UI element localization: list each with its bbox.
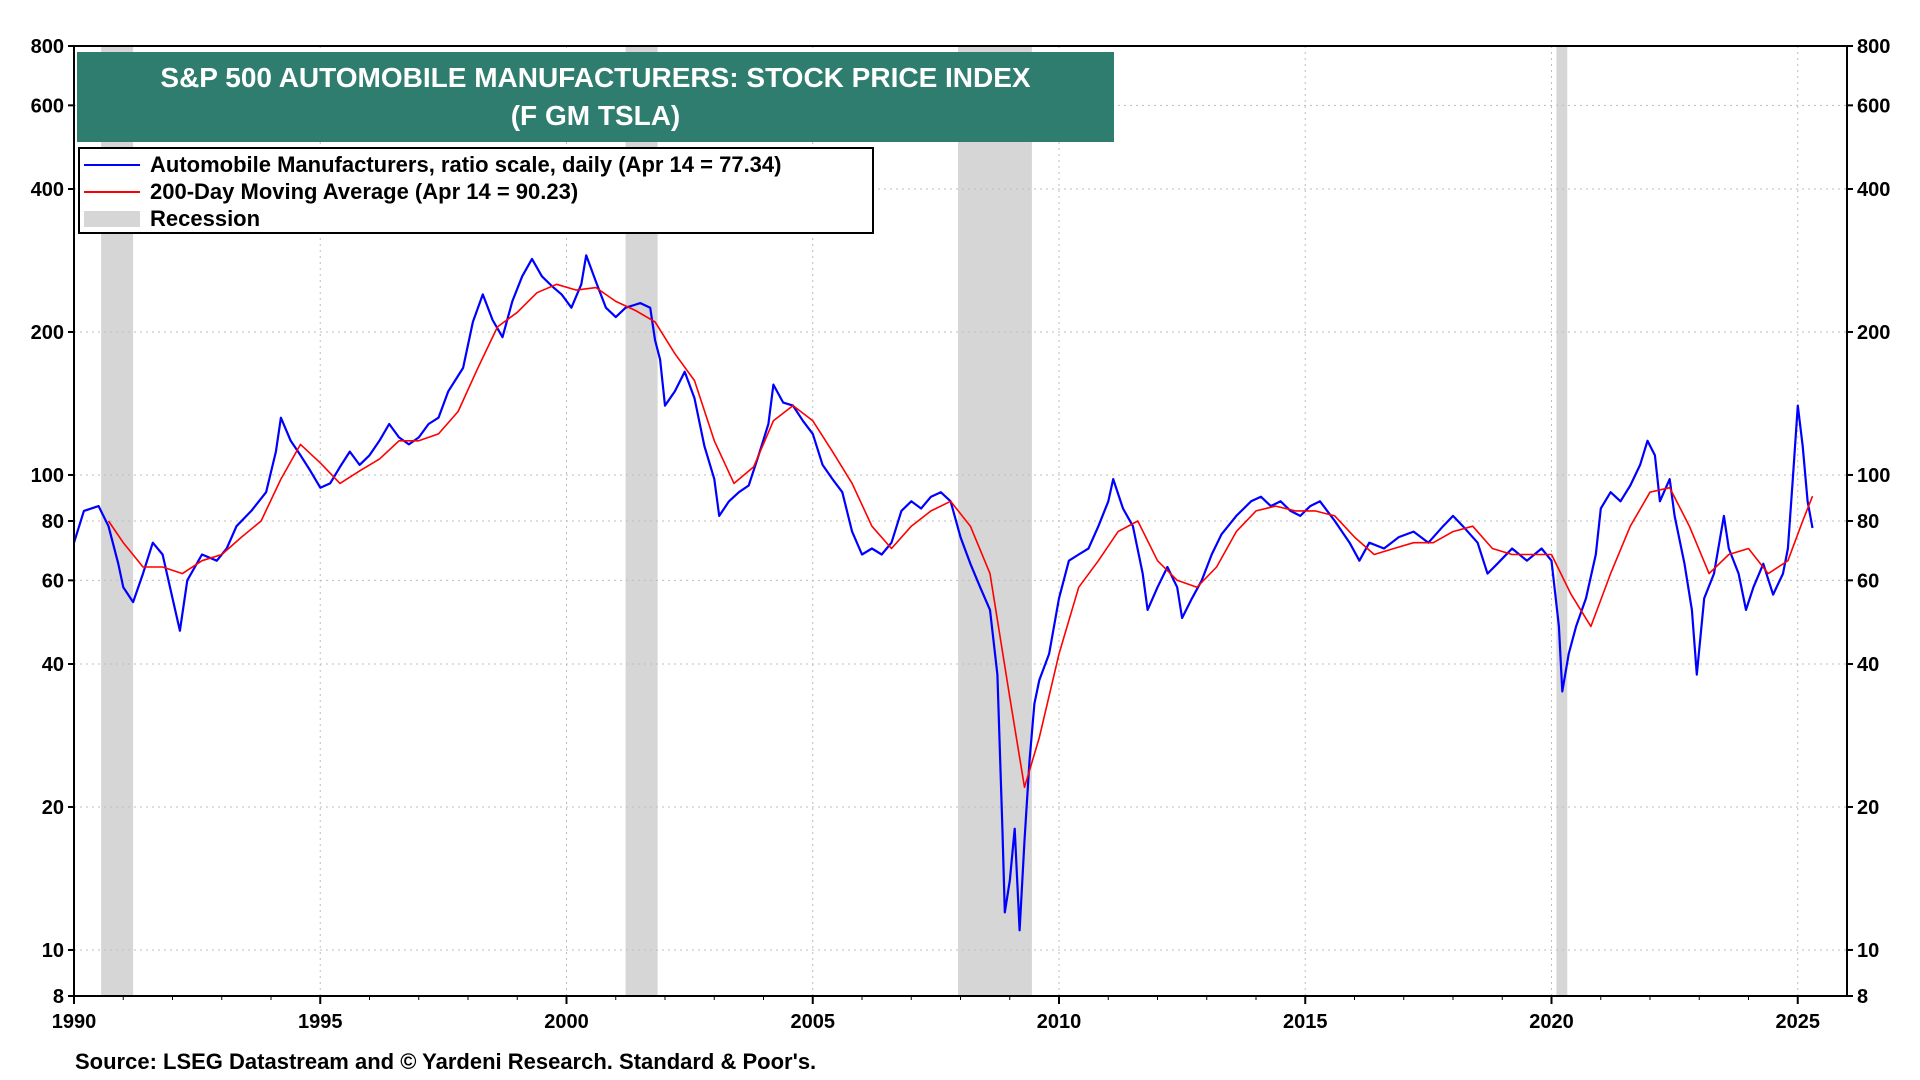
y-tick-label-left-10: 10 bbox=[42, 940, 64, 962]
y-tick-label-right-80: 80 bbox=[1857, 511, 1879, 533]
y-tick-label-right-60: 60 bbox=[1857, 570, 1879, 592]
y-tick-label-left-40: 40 bbox=[42, 654, 64, 676]
legend-item-ma: 200-Day Moving Average (Apr 14 = 90.23) bbox=[80, 178, 872, 205]
x-tick-label-2010: 2010 bbox=[1037, 1011, 1082, 1033]
y-tick-label-right-600: 600 bbox=[1857, 95, 1890, 117]
y-tick-label-right-400: 400 bbox=[1857, 179, 1890, 201]
legend-item-recession: Recession bbox=[80, 205, 872, 232]
y-tick-label-left-400: 400 bbox=[31, 179, 64, 201]
y-tick-label-right-200: 200 bbox=[1857, 322, 1890, 344]
x-tick-label-1995: 1995 bbox=[298, 1011, 343, 1033]
y-tick-label-left-100: 100 bbox=[31, 465, 64, 487]
x-tick-label-2015: 2015 bbox=[1283, 1011, 1328, 1033]
y-tick-label-left-80: 80 bbox=[42, 511, 64, 533]
x-tick-label-1990: 1990 bbox=[52, 1011, 97, 1033]
y-tick-label-left-200: 200 bbox=[31, 322, 64, 344]
legend: Automobile Manufacturers, ratio scale, d… bbox=[78, 147, 874, 234]
chart-title-line2: (F GM TSLA) bbox=[510, 100, 681, 131]
x-tick-label-2020: 2020 bbox=[1529, 1011, 1574, 1033]
legend-item-series: Automobile Manufacturers, ratio scale, d… bbox=[80, 151, 872, 178]
x-tick-label-2025: 2025 bbox=[1776, 1011, 1821, 1033]
chart-title-line1: S&P 500 AUTOMOBILE MANUFACTURERS: STOCK … bbox=[160, 62, 1031, 93]
y-tick-label-right-8: 8 bbox=[1857, 986, 1868, 1008]
legend-label-ma: 200-Day Moving Average (Apr 14 = 90.23) bbox=[150, 178, 579, 204]
series bbox=[72, 254, 1814, 932]
series-line-moving-average bbox=[107, 283, 1814, 789]
y-tick-label-right-40: 40 bbox=[1857, 654, 1879, 676]
legend-swatch-blue bbox=[84, 163, 140, 166]
y-tick-label-right-10: 10 bbox=[1857, 940, 1879, 962]
chart-title: S&P 500 AUTOMOBILE MANUFACTURERS: STOCK … bbox=[77, 52, 1114, 142]
recession-band-3 bbox=[1556, 46, 1568, 996]
y-tick-label-left-800: 800 bbox=[31, 36, 64, 58]
y-tick-label-right-100: 100 bbox=[1857, 465, 1890, 487]
y-tick-label-left-600: 600 bbox=[31, 95, 64, 117]
legend-label-recession: Recession bbox=[150, 205, 261, 231]
legend-label-series: Automobile Manufacturers, ratio scale, d… bbox=[150, 151, 782, 177]
legend-swatch-recession bbox=[84, 210, 140, 227]
x-tick-label-2005: 2005 bbox=[791, 1011, 836, 1033]
y-tick-label-right-800: 800 bbox=[1857, 36, 1890, 58]
series-line-auto-manufacturers bbox=[72, 254, 1814, 932]
source-note: Source: LSEG Datastream and © Yardeni Re… bbox=[75, 1049, 817, 1074]
y-tick-label-left-60: 60 bbox=[42, 570, 64, 592]
recession-band-2 bbox=[958, 46, 1032, 996]
y-tick-label-right-20: 20 bbox=[1857, 797, 1879, 819]
x-tick-label-2000: 2000 bbox=[544, 1011, 589, 1033]
y-tick-label-left-20: 20 bbox=[42, 797, 64, 819]
y-tick-label-left-8: 8 bbox=[53, 986, 64, 1008]
legend-swatch-red bbox=[84, 190, 140, 193]
